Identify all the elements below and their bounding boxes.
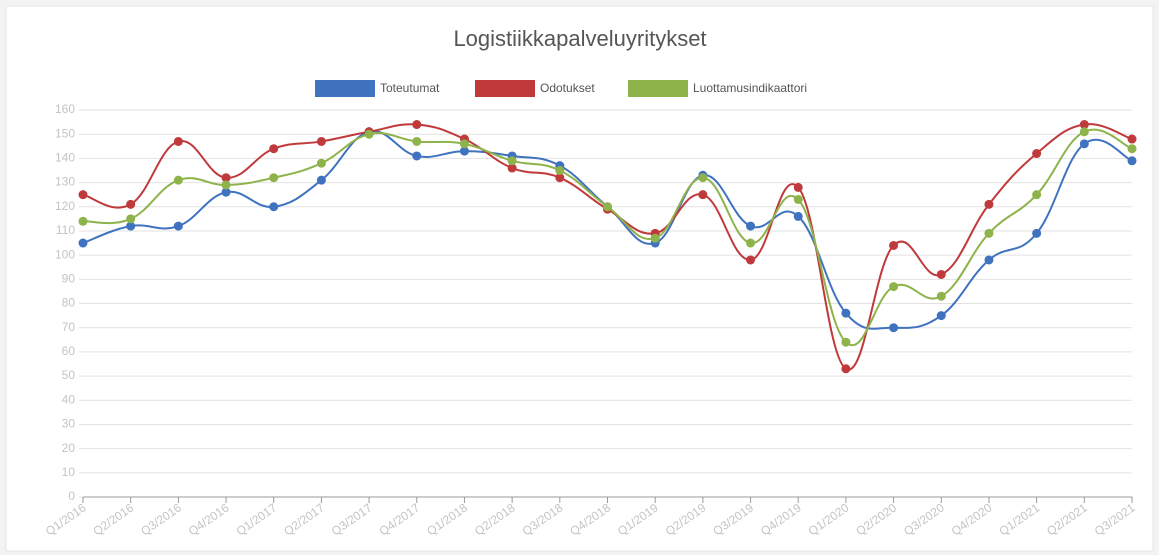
legend-label: Odotukset (540, 81, 595, 95)
data-point (1127, 144, 1137, 154)
data-point (126, 214, 136, 224)
legend-swatch (628, 80, 688, 97)
data-point (1127, 156, 1137, 166)
data-point (650, 233, 660, 243)
y-tick-label: 90 (62, 271, 76, 285)
data-point (1127, 134, 1137, 144)
data-point (698, 190, 708, 200)
y-tick-label: 110 (56, 223, 75, 237)
y-tick-label: 50 (62, 368, 76, 382)
data-point (841, 337, 851, 347)
data-point (316, 136, 326, 146)
data-point (459, 139, 469, 149)
data-point (316, 158, 326, 168)
y-tick-label: 30 (62, 417, 76, 431)
legend-label: Toteutumat (380, 81, 440, 95)
data-point (126, 221, 136, 231)
y-tick-label: 160 (55, 102, 75, 116)
data-point (507, 156, 517, 166)
data-point (1079, 127, 1089, 137)
y-tick-label: 140 (55, 151, 75, 165)
data-point (78, 190, 88, 200)
data-point (507, 163, 517, 173)
data-point (173, 136, 183, 146)
y-tick-label: 70 (62, 320, 76, 334)
data-point (889, 323, 899, 333)
data-point (841, 308, 851, 318)
y-tick-label: 0 (68, 489, 75, 503)
data-point (746, 255, 756, 265)
data-point (603, 202, 612, 212)
data-point (269, 202, 279, 212)
data-point (78, 216, 88, 226)
data-point (221, 173, 231, 183)
chart-title: Logistiikkapalveluyritykset (453, 26, 706, 51)
data-point (936, 291, 946, 301)
y-tick-label: 130 (55, 175, 75, 189)
data-point (936, 311, 946, 321)
data-point (269, 173, 279, 183)
data-point (936, 269, 946, 279)
legend-label: Luottamusindikaattori (693, 81, 807, 95)
data-point (412, 120, 422, 130)
data-point (221, 180, 231, 190)
y-tick-label: 20 (62, 441, 76, 455)
data-point (841, 364, 851, 374)
data-point (984, 255, 994, 265)
data-point (1079, 120, 1089, 130)
data-point (793, 194, 803, 204)
data-point (1032, 149, 1042, 159)
data-point (889, 240, 899, 250)
data-point (412, 151, 422, 161)
data-point (1032, 190, 1042, 200)
y-tick-label: 60 (62, 344, 76, 358)
y-tick-label: 40 (62, 392, 76, 406)
data-point (793, 211, 803, 221)
chart-background (5, 5, 1154, 552)
y-tick-label: 100 (55, 247, 75, 261)
data-point (555, 165, 565, 175)
data-point (412, 136, 422, 146)
data-point (1032, 228, 1042, 238)
data-point (269, 144, 279, 154)
data-point (746, 238, 756, 248)
data-point (746, 221, 756, 231)
data-point (1079, 139, 1089, 149)
data-point (126, 199, 136, 209)
y-tick-label: 80 (62, 296, 76, 310)
y-tick-label: 150 (55, 126, 75, 140)
data-point (984, 199, 994, 209)
data-point (364, 129, 374, 139)
data-point (793, 182, 803, 192)
data-point (173, 175, 183, 185)
data-point (173, 221, 183, 231)
legend-swatch (315, 80, 375, 97)
data-point (698, 173, 708, 183)
data-point (984, 228, 994, 238)
data-point (889, 282, 899, 292)
data-point (78, 238, 88, 248)
y-tick-label: 120 (55, 199, 75, 213)
data-point (221, 187, 231, 197)
legend-swatch (475, 80, 535, 97)
y-tick-label: 10 (62, 465, 76, 479)
data-point (459, 146, 469, 156)
data-point (555, 173, 565, 183)
data-point (316, 175, 326, 185)
